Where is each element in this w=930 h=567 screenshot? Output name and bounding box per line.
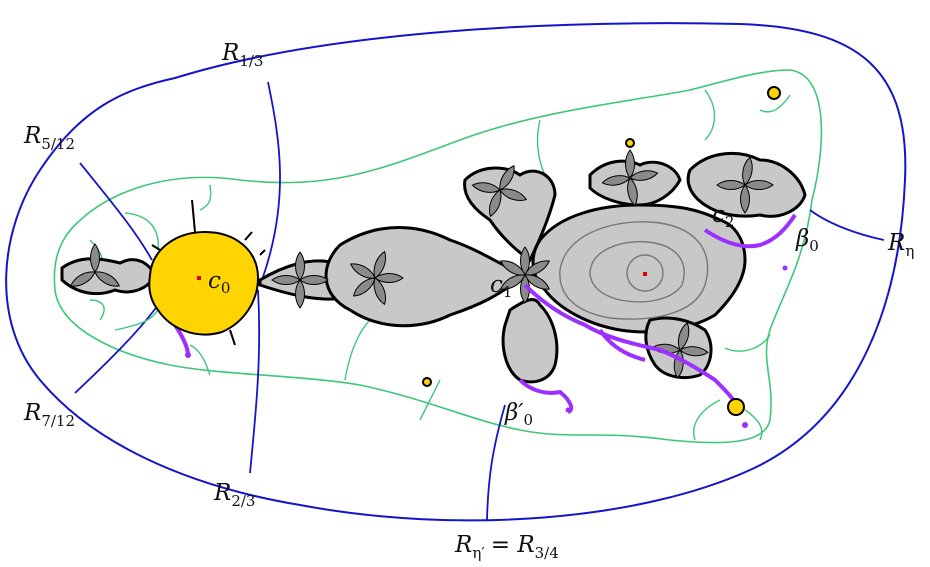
label-c0: c0 (208, 268, 230, 297)
highlighted-region (148, 213, 797, 414)
critical-points (197, 272, 647, 280)
julia-lobe-right-lower (644, 316, 713, 379)
label-reta: Rη (887, 230, 914, 260)
label-r13: R1/3 (221, 40, 263, 70)
outer-boundary-curve (5, 22, 907, 522)
highlighted-dots (185, 265, 788, 428)
ray-r512 (79, 162, 153, 261)
label-reta-prime: Rη′ = R3/4 (454, 532, 559, 562)
label-r712: R7/12 (23, 400, 75, 430)
label-c2: c2 (712, 202, 734, 231)
ray-r712 (74, 304, 159, 394)
basin-c0 (148, 230, 260, 336)
label-c1: c1 (490, 272, 512, 301)
main-body-contours (559, 221, 709, 320)
label-beta0: β0 (795, 226, 819, 255)
basin-small-left (422, 377, 432, 387)
basin-small-bottom-right (727, 398, 745, 416)
basin-small-top (625, 138, 635, 148)
label-beta0-prime: β′0 (504, 400, 533, 429)
ray-reta-prime (486, 404, 506, 521)
label-r512: R5/12 (23, 123, 75, 153)
c0-spikes (151, 199, 266, 346)
internal-arcs (89, 89, 791, 441)
ray-r23 (249, 289, 261, 474)
ray-reta (809, 209, 885, 241)
external-rays (74, 81, 885, 521)
basin-small-top-right (767, 86, 781, 100)
label-r23: R2/3 (213, 480, 255, 510)
point-main-center (643, 272, 647, 276)
basins (148, 86, 781, 416)
equipotential-curve (53, 69, 823, 444)
ray-r13 (261, 81, 281, 281)
point-c0 (197, 276, 201, 280)
julia-lobe-bottom (501, 298, 559, 384)
julia-lobe-2 (324, 226, 528, 328)
